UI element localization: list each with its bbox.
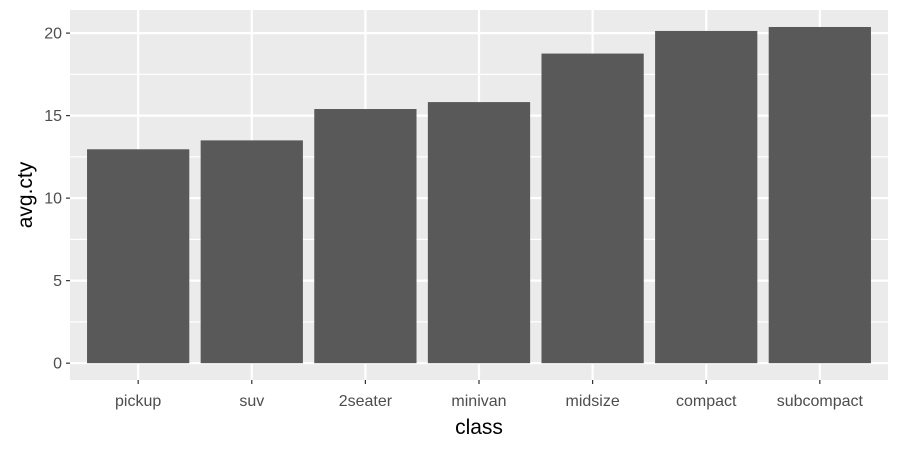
bar-pickup bbox=[87, 149, 190, 364]
x-tick-label: minivan bbox=[451, 393, 506, 410]
x-tick-label: 2seater bbox=[339, 393, 393, 410]
y-tick-label: 15 bbox=[44, 108, 62, 125]
bar-minivan bbox=[427, 102, 531, 364]
x-axis-ticks: pickup suv 2seater minivan midsize compact sub… bbox=[115, 380, 864, 410]
x-tick-label: compact bbox=[676, 393, 737, 410]
y-axis-title: avg.cty bbox=[14, 161, 37, 228]
bar-2seater bbox=[314, 109, 417, 364]
y-tick-label: 0 bbox=[53, 356, 62, 373]
y-tick-label: 5 bbox=[53, 273, 62, 290]
x-tick-label: pickup bbox=[115, 393, 161, 410]
bar-compact bbox=[655, 30, 758, 364]
x-tick-label: suv bbox=[239, 393, 264, 410]
bar-subcompact bbox=[768, 26, 871, 364]
y-axis-ticks: 0 5 10 15 20 bbox=[44, 26, 70, 373]
x-tick-label: midsize bbox=[565, 393, 619, 410]
bar-suv bbox=[200, 140, 303, 364]
bar-midsize bbox=[541, 53, 644, 364]
x-tick-label: subcompact bbox=[777, 393, 864, 410]
y-tick-label: 20 bbox=[44, 26, 62, 43]
y-tick-label: 10 bbox=[44, 191, 62, 208]
x-axis-title: class bbox=[455, 416, 503, 439]
bars bbox=[87, 26, 871, 364]
